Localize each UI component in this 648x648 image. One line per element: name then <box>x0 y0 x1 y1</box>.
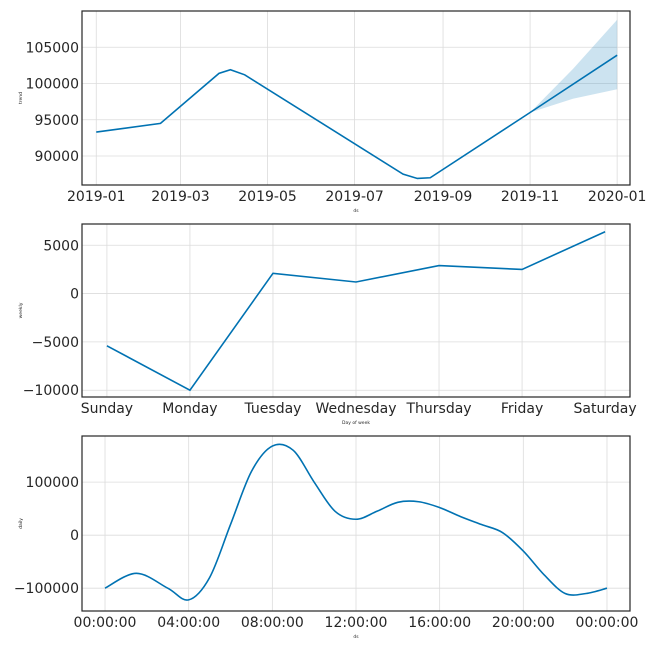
daily-x-tick-label: 00:00:00 <box>74 615 137 631</box>
daily-y-tick-label: 0 <box>70 528 79 544</box>
weekly-panel: Sunday Monday Tuesday Wednesday Thursday Frid… <box>18 223 637 426</box>
weekly-y-tick-label: 0 <box>70 287 79 303</box>
daily-y-tick-label: −100000 <box>14 581 79 597</box>
weekly-y-tick-label: −10000 <box>23 383 79 399</box>
weekly-x-axis-label: Day of week <box>342 420 370 426</box>
trend-y-tick-label: 105000 <box>26 40 79 56</box>
daily-x-tick-label: 16:00:00 <box>408 615 471 631</box>
trend-axes-frame <box>81 10 631 186</box>
trend-y-tick-label: 95000 <box>34 113 79 129</box>
trend-x-tick-label: 2019-11 <box>501 189 560 205</box>
trend-x-tick-label: 2019-07 <box>325 189 384 205</box>
weekly-axes-frame <box>81 223 631 398</box>
weekly-series-line <box>106 231 606 392</box>
weekly-x-tick-label: Tuesday <box>243 401 301 417</box>
weekly-y-tick-label: −5000 <box>32 335 79 351</box>
daily-x-tick-label: 20:00:00 <box>492 615 555 631</box>
daily-x-tick-label: 12:00:00 <box>325 615 388 631</box>
weekly-x-tick-label: Friday <box>501 401 543 417</box>
weekly-x-tick-label: Sunday <box>81 401 133 417</box>
weekly-x-tick-label: Wednesday <box>315 401 396 417</box>
daily-y-tick-label: 100000 <box>26 475 79 491</box>
daily-x-axis-label: ds <box>353 634 359 640</box>
trend-uncertainty-band <box>530 19 618 113</box>
trend-series-line <box>96 54 618 180</box>
daily-x-tick-label: 04:00:00 <box>157 615 220 631</box>
weekly-y-tick-label: 5000 <box>43 238 79 254</box>
daily-y-axis-label: daily <box>18 518 24 529</box>
trend-x-tick-label: 2019-05 <box>238 189 297 205</box>
trend-x-tick-label: 2019-01 <box>67 189 126 205</box>
daily-panel: 00:00:00 04:00:00 08:00:00 12:00:00 16:00:00… <box>14 435 639 640</box>
trend-y-axis-label: trend <box>18 92 24 104</box>
weekly-x-tick-label: Thursday <box>405 401 471 417</box>
trend-y-tick-label: 90000 <box>34 149 79 165</box>
trend-x-axis-label: ds <box>353 208 359 214</box>
trend-panel: 2019-01 2019-03 2019-05 2019-07 2019-09 2019-… <box>18 10 647 214</box>
trend-x-tick-label: 2019-03 <box>151 189 210 205</box>
daily-x-tick-label: 08:00:00 <box>241 615 304 631</box>
weekly-grid <box>82 224 630 397</box>
daily-x-tick-label: 00:00:00 <box>576 615 639 631</box>
trend-x-tick-label: 2019-09 <box>414 189 473 205</box>
trend-x-tick-label: 2020-01 <box>588 189 647 205</box>
daily-grid <box>82 436 630 611</box>
weekly-x-tick-label: Monday <box>162 401 217 417</box>
trend-y-tick-label: 100000 <box>26 77 79 93</box>
daily-axes-frame <box>81 435 631 612</box>
trend-grid <box>82 11 630 185</box>
weekly-x-tick-label: Saturday <box>574 401 637 417</box>
weekly-y-axis-label: weekly <box>18 302 24 318</box>
daily-series-line <box>104 443 608 601</box>
